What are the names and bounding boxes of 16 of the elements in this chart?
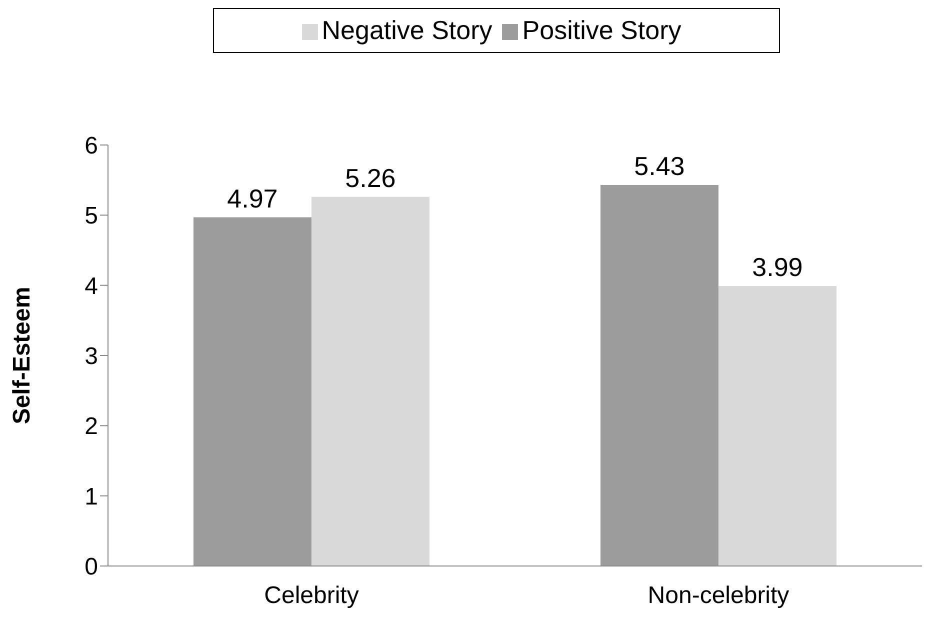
data-label: 5.26: [345, 162, 396, 193]
y-tick-label: 2: [84, 413, 98, 440]
y-tick-label: 0: [84, 554, 98, 581]
data-label: 3.99: [752, 252, 803, 282]
y-tick-label: 6: [84, 132, 98, 160]
y-tick-label: 1: [84, 483, 98, 510]
x-tick-label: Non-celebrity: [648, 582, 790, 610]
legend-label: Negative Story: [322, 15, 492, 45]
data-label: 4.97: [227, 183, 278, 214]
legend-label: Positive Story: [522, 15, 682, 45]
y-tick-label: 4: [84, 272, 98, 300]
x-tick-label: Celebrity: [264, 582, 359, 610]
y-tick-label: 5: [84, 202, 98, 230]
y-tick-label: 3: [84, 343, 98, 370]
y-axis-title: Self-Esteem: [8, 286, 36, 424]
data-label: 5.43: [634, 150, 685, 181]
